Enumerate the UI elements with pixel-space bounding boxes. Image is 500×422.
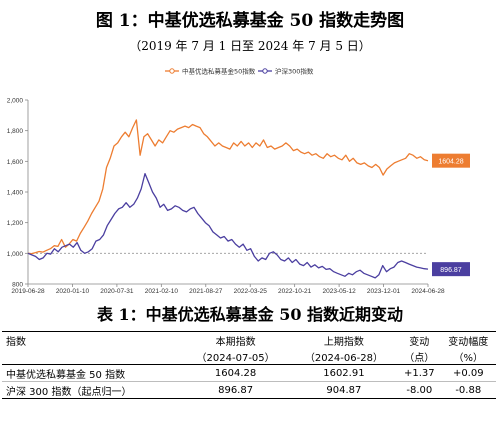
table-row: 沪深 300 指数（起点归一） 896.87 904.87 -8.00 -0.8…	[2, 382, 496, 399]
cell-change: -8.00	[406, 384, 433, 396]
table-header-row: 指数 本期指数 上期指数 变动 变动幅度	[2, 331, 496, 348]
header-sub-index	[2, 348, 182, 365]
header-sub-previous: （2024-06-28）	[289, 348, 399, 365]
table-row: 中基优选私募基金 50 指数 1604.28 1602.91 +1.37 +0.…	[2, 365, 496, 382]
x-tick-label: 2020-01-10	[56, 288, 90, 294]
table-header-subrow: （2024-07-05） （2024-06-28） （点） （%）	[2, 348, 496, 365]
y-tick-label: 1,800	[7, 128, 24, 135]
header-sub-change-pct: （%）	[440, 348, 496, 365]
end-label-box-2	[432, 262, 470, 277]
x-tick-label: 2023-12-01	[367, 288, 401, 294]
y-tick-label: 800	[12, 282, 23, 289]
x-tick-label: 2022-10-21	[278, 288, 312, 294]
cell-index-name: 中基优选私募基金 50 指数	[6, 369, 126, 381]
cell-previous: 1602.91	[323, 367, 365, 379]
index-change-table: 指数 本期指数 上期指数 变动 变动幅度 （2024-07-05） （2024-…	[2, 331, 496, 399]
x-tick-label: 2023-05-12	[322, 288, 356, 294]
cell-previous: 904.87	[326, 384, 362, 396]
x-tick-label: 2021-02-10	[145, 288, 179, 294]
y-tick-label: 1,000	[7, 251, 24, 258]
legend-marker-1	[169, 68, 175, 74]
series-line-1	[27, 119, 429, 255]
cell-current: 896.87	[218, 384, 254, 396]
figure-subtitle: （2019 年 7 月 1 日至 2024 年 7 月 5 日）	[129, 39, 371, 53]
y-tick-label: 1,600	[7, 159, 24, 166]
figure-title: 图 1：中基优选私募基金 50 指数走势图	[95, 11, 405, 31]
header-change-pct: 变动幅度	[440, 331, 496, 348]
end-label-2: 896.87	[440, 267, 462, 274]
cell-index-name: 沪深 300 指数（起点归一）	[6, 386, 132, 398]
cell-current: 1604.28	[214, 367, 257, 379]
cell-change: +1.37	[403, 367, 435, 379]
x-tick-label: 2020-07-31	[100, 288, 134, 294]
header-previous: 上期指数	[289, 331, 399, 348]
legend-marker-2	[262, 68, 268, 74]
x-tick-label: 2021-08-27	[189, 288, 223, 294]
header-sub-current: （2024-07-05）	[181, 348, 290, 365]
y-tick-label: 1,200	[7, 220, 24, 227]
series-line-2	[27, 172, 429, 279]
x-tick-label: 2024-06-28	[411, 288, 445, 294]
cell-change-pct: +0.09	[452, 367, 484, 379]
end-label-1: 1604.28	[438, 159, 463, 166]
y-tick-label: 2,000	[7, 98, 24, 105]
end-label-box-1	[432, 153, 470, 168]
legend-label-2: 沪深300指数	[275, 67, 314, 76]
header-change: 变动	[398, 331, 441, 348]
x-tick-label: 2022-03-25	[234, 288, 268, 294]
x-tick-label: 2019-06-28	[11, 288, 45, 294]
header-sub-change: （点）	[398, 348, 441, 365]
header-index: 指数	[2, 331, 182, 348]
y-tick-label: 1,400	[7, 190, 24, 197]
index-trend-chart: 800 1,000 1,200 1,400 1,600 1,800 2,000 2019-06…	[7, 67, 470, 294]
cell-change-pct: -0.88	[455, 384, 482, 396]
table-title: 表 1：中基优选私募基金 50 指数近期变动	[96, 305, 404, 324]
header-current: 本期指数	[181, 331, 290, 348]
legend-label-1: 中基优选私募基金50指数	[182, 67, 256, 76]
